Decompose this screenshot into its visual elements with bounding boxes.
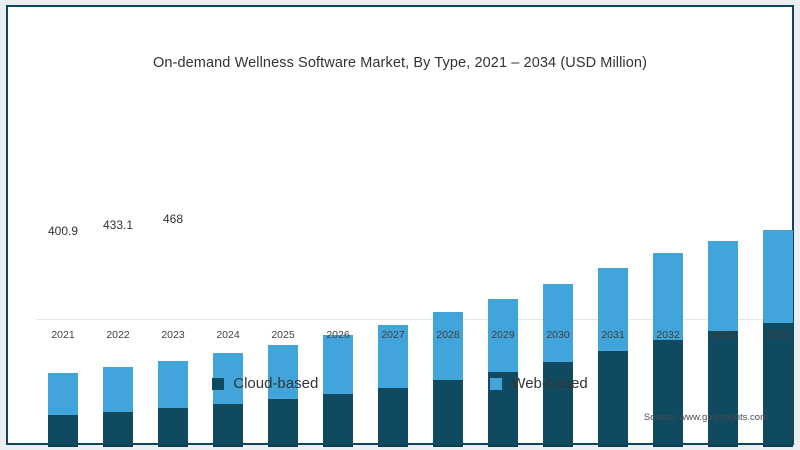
legend-swatch-cloud-based xyxy=(212,377,225,390)
x-axis-tick-label: 2022 xyxy=(106,329,130,341)
x-axis-tick-label: 2028 xyxy=(436,329,460,341)
bar-baseline-stub xyxy=(268,445,298,447)
bar-group[interactable] xyxy=(488,135,518,447)
bar-segment-web-based[interactable] xyxy=(433,312,463,381)
bar-baseline-stub xyxy=(213,445,243,447)
bar-baseline-stub xyxy=(653,445,683,447)
x-axis-tick-label: 2029 xyxy=(491,329,515,341)
legend-label-web-based: Web-based xyxy=(511,375,588,392)
bar-group[interactable] xyxy=(653,135,683,447)
bar-segment-cloud-based[interactable] xyxy=(213,404,243,447)
bar-segment-cloud-based[interactable] xyxy=(543,361,573,447)
x-axis-line xyxy=(36,319,776,320)
bar-group[interactable] xyxy=(763,135,793,447)
bar-group[interactable] xyxy=(543,135,573,447)
bar-baseline-stub xyxy=(48,445,78,447)
chart-title: On-demand Wellness Software Market, By T… xyxy=(152,55,648,71)
bar-segment-cloud-based[interactable] xyxy=(158,408,188,447)
bar-segment-web-based[interactable] xyxy=(763,230,793,323)
x-axis-tick-label: 2026 xyxy=(326,329,350,341)
legend-label-cloud-based: Cloud-based xyxy=(233,375,319,392)
bar-group[interactable] xyxy=(598,135,628,447)
x-axis-tick-label: 2023 xyxy=(161,329,185,341)
x-axis-tick-label: 2025 xyxy=(271,329,295,341)
bar-group[interactable] xyxy=(433,135,463,447)
legend-swatch-web-based xyxy=(490,377,503,390)
x-axis-tick-label: 2027 xyxy=(381,329,405,341)
bar-segment-cloud-based[interactable] xyxy=(433,380,463,447)
bar-baseline-stub xyxy=(433,445,463,447)
plot-area: 2021 2022 2023 2024 2025 2026 2027 2028 2029 2030… xyxy=(8,7,796,447)
bar-baseline-stub xyxy=(543,445,573,447)
bar-segment-web-based[interactable] xyxy=(653,253,683,341)
x-axis-tick-label: 2030 xyxy=(546,329,570,341)
bar-baseline-stub xyxy=(488,445,518,447)
bar-segment-cloud-based[interactable] xyxy=(103,411,133,447)
bar-baseline-stub xyxy=(378,445,408,447)
bar-segment-web-based[interactable] xyxy=(543,283,573,362)
legend-item-web-based[interactable]: Web-based xyxy=(490,375,588,392)
x-axis-tick-label: 2031 xyxy=(601,329,625,341)
bar-group[interactable] xyxy=(103,135,133,447)
bar-segment-web-based[interactable] xyxy=(708,240,738,332)
chart-legend: Cloud-based Web-based xyxy=(8,375,792,392)
bar-baseline-stub xyxy=(598,445,628,447)
legend-item-cloud-based[interactable]: Cloud-based xyxy=(212,375,318,392)
bar-segment-web-based[interactable] xyxy=(268,344,298,400)
bar-segment-web-based[interactable] xyxy=(103,367,133,412)
bar-segment-web-based[interactable] xyxy=(598,268,628,352)
bar-baseline-stub xyxy=(708,445,738,447)
bar-baseline-stub xyxy=(158,445,188,447)
x-axis-tick-label: 2021 xyxy=(51,329,75,341)
bar-segment-cloud-based[interactable] xyxy=(653,340,683,447)
bar-group[interactable] xyxy=(378,135,408,447)
bar-segment-cloud-based[interactable] xyxy=(48,415,78,447)
bar-segment-cloud-based[interactable] xyxy=(708,331,738,447)
bar-segment-cloud-based[interactable] xyxy=(598,351,628,447)
chart-frame: On-demand Wellness Software Market, By T… xyxy=(6,5,796,447)
bar-segment-cloud-based[interactable] xyxy=(268,399,298,447)
bar-value-label: 433.1 xyxy=(102,218,134,233)
bar-group[interactable] xyxy=(158,135,188,447)
x-axis-tick-label: 2033 xyxy=(711,329,735,341)
bar-baseline-stub xyxy=(103,445,133,447)
bar-segment-web-based[interactable] xyxy=(158,360,188,409)
bar-value-label: 468 xyxy=(162,211,184,226)
bar-segment-web-based[interactable] xyxy=(488,298,518,372)
source-attribution: Source: www.gminsights.com xyxy=(643,412,768,423)
bar-segment-cloud-based[interactable] xyxy=(763,323,793,447)
bar-segment-web-based[interactable] xyxy=(323,335,353,394)
bar-segment-web-based[interactable] xyxy=(48,373,78,416)
x-axis-tick-label: 2032 xyxy=(656,329,680,341)
bar-group[interactable] xyxy=(213,135,243,447)
bar-group[interactable] xyxy=(323,135,353,447)
bar-group[interactable] xyxy=(48,135,78,447)
bar-baseline-stub xyxy=(323,445,353,447)
bar-group[interactable] xyxy=(708,135,738,447)
bar-baseline-stub xyxy=(763,445,793,447)
bar-segment-cloud-based[interactable] xyxy=(378,387,408,447)
bar-value-label: 400.9 xyxy=(47,224,79,239)
bar-group[interactable] xyxy=(268,135,298,447)
bar-segment-web-based[interactable] xyxy=(378,324,408,388)
bar-segment-cloud-based[interactable] xyxy=(323,393,353,447)
x-axis-tick-label: 2034 xyxy=(766,329,790,341)
x-axis-tick-label: 2024 xyxy=(216,329,240,341)
